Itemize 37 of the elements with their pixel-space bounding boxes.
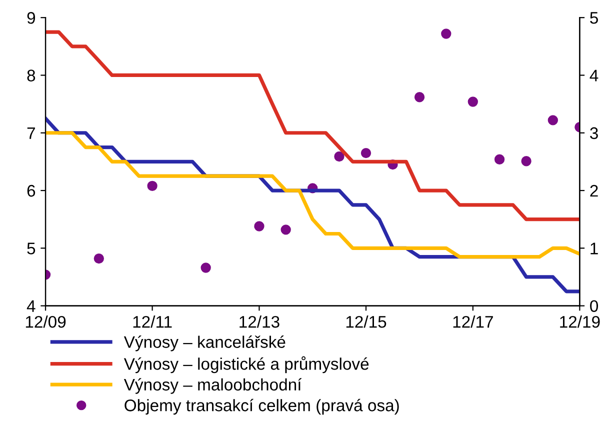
- point: [280, 224, 291, 235]
- x-tick-label: 12/15: [346, 316, 386, 328]
- point: [334, 151, 344, 162]
- x-tick-label: 12/09: [26, 316, 66, 328]
- legend-label: Výnosy – maloobchodní: [124, 378, 302, 394]
- x-tick-label: 12/11: [133, 316, 172, 328]
- y2-tick-label: 5: [590, 12, 598, 24]
- point: [147, 180, 158, 191]
- point: [494, 154, 505, 164]
- point: [548, 115, 558, 126]
- y-tick-label: 9: [27, 12, 36, 24]
- point: [200, 262, 211, 273]
- point: [360, 148, 372, 158]
- x-tick-label: 12/19: [560, 316, 600, 328]
- point: [94, 253, 104, 264]
- line-series: [46, 30, 580, 222]
- point: [468, 96, 478, 107]
- point: [414, 92, 425, 102]
- y2-tick-label: 4: [590, 70, 598, 82]
- y-tick-label: 7: [27, 127, 35, 139]
- x-tick-label: 12/17: [453, 316, 493, 328]
- legend-label: Výnosy – kancelářské: [124, 336, 286, 352]
- y2-tick-label: 0: [590, 300, 598, 312]
- legend-label: Objemy transakcí celkem (pravá osa): [124, 398, 399, 415]
- point: [254, 221, 264, 232]
- y-tick-label: 6: [27, 184, 36, 197]
- legend-label: Výnosy – logistické a průmyslové: [124, 356, 369, 374]
- line-series: [46, 131, 580, 259]
- y-tick-label: 4: [26, 300, 36, 312]
- y-tick-label: 8: [27, 70, 36, 82]
- point: [521, 156, 532, 166]
- y2-tick-label: 3: [590, 127, 598, 140]
- y-tick-label: 5: [27, 242, 36, 254]
- y2-tick-label: 1: [590, 242, 598, 254]
- point: [441, 28, 452, 39]
- y2-tick-label: 2: [590, 184, 598, 197]
- x-tick-label: 12/13: [240, 316, 280, 328]
